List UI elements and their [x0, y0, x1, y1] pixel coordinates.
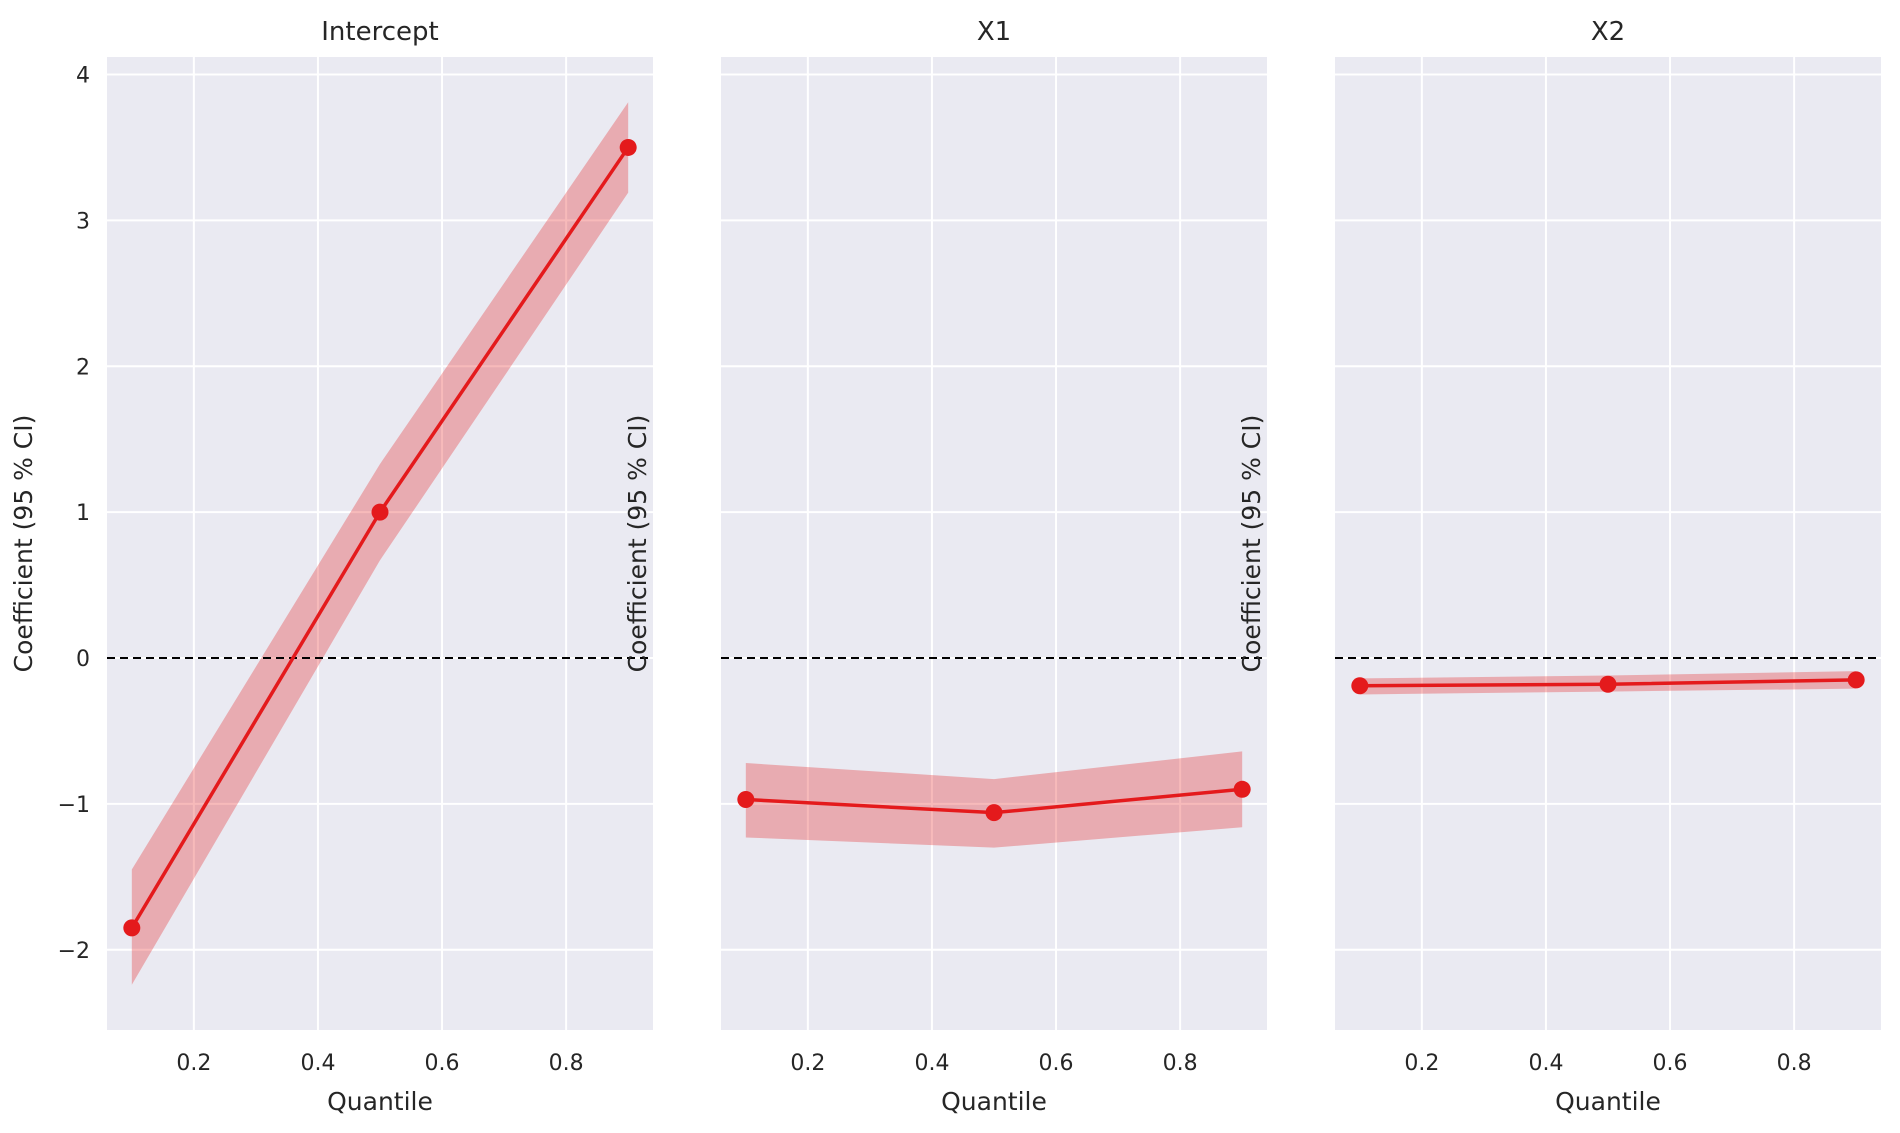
ci-band-intercept	[131, 102, 629, 985]
y-tick-label-intercept-6: 4	[76, 64, 90, 89]
x-tick-label-x2-3: 0.8	[1777, 1051, 1812, 1076]
x-axis-label-x1: Quantile	[941, 1087, 1047, 1116]
y-tick-label-intercept-0: −2	[58, 939, 90, 964]
marks-x1	[721, 657, 1267, 848]
plot-area-intercept	[107, 57, 653, 1030]
x-axis-label-intercept: Quantile	[327, 1087, 433, 1116]
coefficient-point-intercept-2	[619, 138, 637, 156]
panel-title-x1: X1	[977, 17, 1011, 47]
ci-band-x1	[745, 751, 1243, 848]
coefficient-point-x2-0	[1351, 677, 1369, 695]
panel-intercept: Intercept Quantile Coefficient (95 % CI)…	[9, 17, 653, 1116]
x-tick-label-x1-3: 0.8	[1163, 1051, 1198, 1076]
y-axis-label-x1: Coefficient (95 % CI)	[623, 415, 652, 673]
grid-x2	[1335, 57, 1881, 1030]
x-tick-label-x2-1: 0.4	[1528, 1051, 1563, 1076]
x-tick-label-x1-1: 0.4	[914, 1051, 949, 1076]
panel-x2: X2 Quantile Coefficient (95 % CI) 0.2 0.4…	[1237, 17, 1881, 1116]
marks-x2	[1335, 657, 1881, 695]
y-tick-label-intercept-1: −1	[58, 793, 90, 818]
plot-area-x2	[1335, 57, 1881, 1030]
y-axis-label-x2: Coefficient (95 % CI)	[1237, 415, 1266, 673]
coefficient-point-x2-2	[1847, 671, 1865, 689]
coefficient-point-x2-1	[1599, 675, 1617, 693]
y-axis-label-intercept: Coefficient (95 % CI)	[9, 415, 38, 673]
panel-title-intercept: Intercept	[321, 17, 438, 47]
x-tick-label-intercept-1: 0.4	[300, 1051, 335, 1076]
coefficient-point-x1-0	[737, 791, 755, 809]
x-tick-label-x1-2: 0.6	[1039, 1051, 1074, 1076]
x-tick-label-x2-2: 0.6	[1653, 1051, 1688, 1076]
panel-x1: X1 Quantile Coefficient (95 % CI) 0.2 0.4…	[623, 17, 1267, 1116]
x-tick-label-intercept-2: 0.6	[425, 1051, 460, 1076]
plot-area-x1	[721, 57, 1267, 1030]
x-axis-label-x2: Quantile	[1555, 1087, 1661, 1116]
coefficient-point-x1-1	[985, 804, 1003, 822]
marks-intercept	[107, 102, 653, 985]
coefficient-point-x1-2	[1233, 780, 1251, 798]
y-tick-label-intercept-4: 2	[76, 355, 90, 380]
x-tick-label-x2-0: 0.2	[1404, 1051, 1439, 1076]
x-tick-label-x1-0: 0.2	[790, 1051, 825, 1076]
y-tick-label-intercept-5: 3	[76, 209, 90, 234]
x-tick-label-intercept-0: 0.2	[176, 1051, 211, 1076]
y-tick-label-intercept-2: 0	[76, 647, 90, 672]
coefficient-point-intercept-0	[123, 919, 141, 937]
x-tick-label-intercept-3: 0.8	[549, 1051, 584, 1076]
panel-title-x2: X2	[1591, 17, 1625, 47]
coefficient-point-intercept-1	[371, 503, 389, 521]
y-tick-label-intercept-3: 1	[76, 501, 90, 526]
